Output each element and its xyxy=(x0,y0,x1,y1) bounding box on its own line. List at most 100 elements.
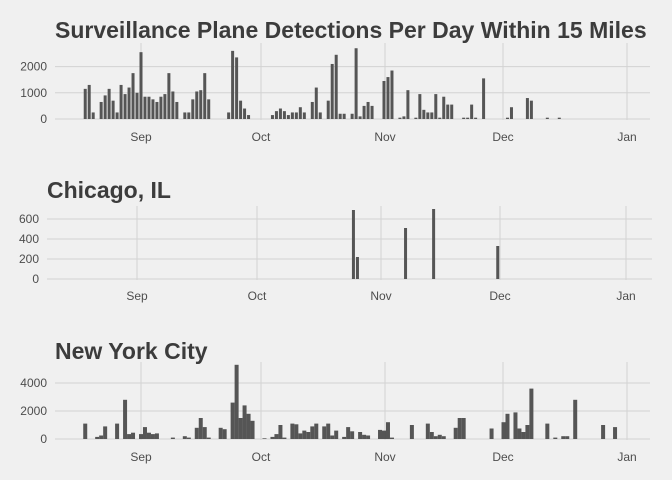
bar xyxy=(170,437,175,439)
bar xyxy=(163,94,167,119)
bar xyxy=(525,98,529,119)
bar xyxy=(231,50,235,119)
bar xyxy=(404,228,408,279)
bar xyxy=(274,434,279,439)
bar xyxy=(147,96,151,119)
x-tick-label: Oct xyxy=(252,450,271,464)
bar xyxy=(326,100,330,119)
bar xyxy=(438,117,442,119)
bar xyxy=(529,100,533,119)
bar xyxy=(505,117,509,119)
bar xyxy=(446,104,450,119)
bar xyxy=(489,428,494,439)
bar xyxy=(218,427,223,439)
bar xyxy=(274,111,278,119)
x-tick-label: Dec xyxy=(492,450,513,464)
bar xyxy=(350,431,355,439)
bar xyxy=(151,99,155,119)
bar xyxy=(437,434,442,439)
bar xyxy=(111,100,115,119)
bar xyxy=(334,430,339,439)
bar xyxy=(99,101,103,119)
y-tick-label: 600 xyxy=(19,212,39,226)
bar xyxy=(235,57,239,119)
bar xyxy=(362,434,367,439)
bar xyxy=(432,209,436,279)
x-tick-label: Sep xyxy=(130,450,152,464)
bar xyxy=(330,63,334,119)
bar xyxy=(107,88,111,119)
x-tick-label: Dec xyxy=(492,130,513,144)
bar xyxy=(389,437,394,439)
bar xyxy=(450,104,454,119)
bar xyxy=(246,413,251,439)
bar xyxy=(243,108,247,119)
bar xyxy=(553,437,558,439)
bar xyxy=(167,73,171,119)
bar xyxy=(227,112,231,119)
y-tick-label: 2000 xyxy=(20,404,47,418)
bar xyxy=(131,432,136,439)
y-tick-label: 400 xyxy=(19,232,39,246)
bar xyxy=(119,84,123,119)
bar xyxy=(139,434,143,439)
bar xyxy=(482,78,486,119)
bar xyxy=(146,432,151,439)
bar xyxy=(171,91,175,119)
bar xyxy=(521,432,526,439)
bar xyxy=(298,433,303,439)
bar xyxy=(294,424,299,439)
bar xyxy=(613,427,618,439)
bar xyxy=(354,48,358,119)
bar xyxy=(501,422,506,439)
chart-panel-1: Surveillance Plane Detections Per Day Wi… xyxy=(0,0,672,160)
bar xyxy=(123,94,127,119)
bar xyxy=(239,100,243,119)
bar xyxy=(99,435,104,439)
bar xyxy=(234,364,239,439)
bar xyxy=(366,435,371,439)
y-tick-label: 4000 xyxy=(20,376,47,390)
bar xyxy=(182,436,187,439)
bar xyxy=(103,426,108,439)
chart-title: Surveillance Plane Detections Per Day Wi… xyxy=(55,17,647,43)
bar xyxy=(418,94,422,119)
bar xyxy=(282,437,287,439)
bar xyxy=(509,107,513,119)
bar xyxy=(290,112,294,119)
bar xyxy=(135,92,139,119)
bar xyxy=(355,257,359,279)
bar xyxy=(433,436,438,439)
bar xyxy=(142,427,147,439)
bar xyxy=(183,112,187,119)
bar xyxy=(457,418,462,439)
bar xyxy=(513,412,518,439)
bar xyxy=(370,105,374,119)
bar xyxy=(466,117,470,119)
bar xyxy=(294,112,298,119)
x-tick-label: Sep xyxy=(130,130,152,144)
bar xyxy=(462,117,466,119)
bar xyxy=(470,104,474,119)
bar xyxy=(282,111,286,119)
bar xyxy=(302,430,307,439)
bar xyxy=(338,113,342,119)
bar xyxy=(398,117,402,119)
x-tick-label: Sep xyxy=(126,289,148,303)
bar xyxy=(318,112,322,119)
bar xyxy=(250,420,255,439)
bar xyxy=(350,113,354,119)
y-tick-label: 0 xyxy=(40,432,47,446)
bar xyxy=(310,101,314,119)
bar xyxy=(429,432,434,439)
chart-panel-3: New York City xyxy=(0,320,672,480)
bar xyxy=(127,87,131,119)
bar xyxy=(474,117,478,119)
bar xyxy=(342,436,347,439)
bar xyxy=(230,402,235,439)
bar xyxy=(330,435,335,439)
bar xyxy=(186,437,191,439)
bar xyxy=(298,107,302,119)
bar xyxy=(115,423,120,439)
bar xyxy=(525,425,530,439)
